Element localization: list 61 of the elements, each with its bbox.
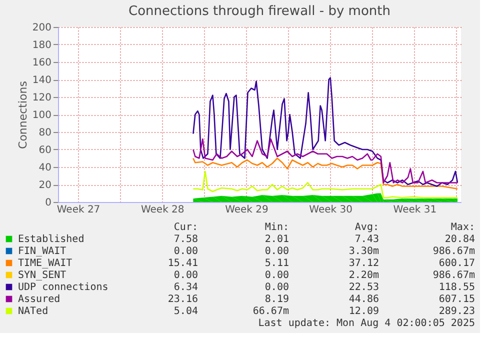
legend-label: Established (18, 234, 84, 245)
text: Last update: Mon Aug 4 02:00:05 2025 (258, 318, 475, 329)
x-tick-label: Week 31 (393, 204, 437, 216)
y-tick-label: 200 (32, 22, 52, 34)
text: 6.34 (174, 282, 198, 293)
x-tick-label: Week 27 (56, 204, 100, 216)
text: 3.30m (348, 246, 379, 257)
x-tick-label: Week 29 (225, 204, 268, 216)
legend-label: UDP connections (18, 282, 108, 293)
y-tick-label: 0 (45, 198, 52, 208)
text: 2.20m (348, 270, 379, 281)
y-tick-label: 20 (38, 180, 52, 191)
x-tick-label: Week 30 (309, 204, 352, 216)
y-tick-label: 180 (32, 40, 52, 51)
text: Cur: (174, 222, 198, 233)
legend-label: SYN_SENT (18, 270, 66, 281)
y-tick-label: 140 (32, 75, 52, 86)
y-tick-label: 100 (32, 110, 52, 121)
legend-label: NATed (18, 306, 48, 317)
text: 23.16 (168, 294, 198, 305)
text: Max: (450, 222, 475, 233)
text: 5.04 (174, 306, 198, 317)
text: 600.17 (438, 258, 475, 269)
line-series (192, 158, 458, 190)
legend-label: FIN_WAIT (18, 246, 66, 257)
text: 0.00 (264, 246, 289, 257)
text: 20.84 (444, 234, 475, 245)
text: 12.09 (348, 306, 379, 317)
text: 15.41 (168, 258, 198, 269)
text: 37.12 (348, 258, 379, 269)
chart-title: Connections through firewall - by month (128, 4, 390, 19)
y-tick-label: 120 (32, 92, 52, 104)
y-tick-label: 40 (38, 162, 52, 174)
legend-label: Assured (18, 294, 60, 305)
text: 22.53 (348, 282, 379, 293)
y-tick-label: 160 (32, 58, 52, 68)
text: 986.67m (432, 270, 475, 281)
text: 7.58 (174, 234, 198, 245)
text: 7.43 (354, 234, 379, 245)
x-tick-label: Week 28 (140, 204, 184, 216)
line-series (192, 138, 458, 184)
text: 0.00 (264, 282, 289, 293)
text: 44.86 (348, 294, 379, 305)
text: 0.00 (174, 270, 198, 281)
text: Min: (264, 222, 289, 233)
y-tick-label: 60 (38, 145, 52, 156)
text: 0.00 (174, 246, 198, 257)
text: 607.15 (438, 294, 475, 305)
text: Avg: (354, 222, 379, 233)
y-axis-title: Connections (16, 80, 30, 149)
text: 118.55 (438, 282, 475, 293)
y-tick-label: 80 (38, 128, 52, 138)
text: 66.67m (252, 306, 289, 317)
text: 289.23 (438, 306, 475, 317)
line-series (192, 77, 458, 187)
text: 0.00 (264, 270, 289, 281)
text: 2.01 (264, 234, 289, 245)
text: 5.11 (264, 258, 289, 269)
legend-label: TIME_WAIT (18, 258, 72, 269)
text: 986.67m (432, 246, 475, 257)
text: 8.19 (264, 294, 289, 305)
